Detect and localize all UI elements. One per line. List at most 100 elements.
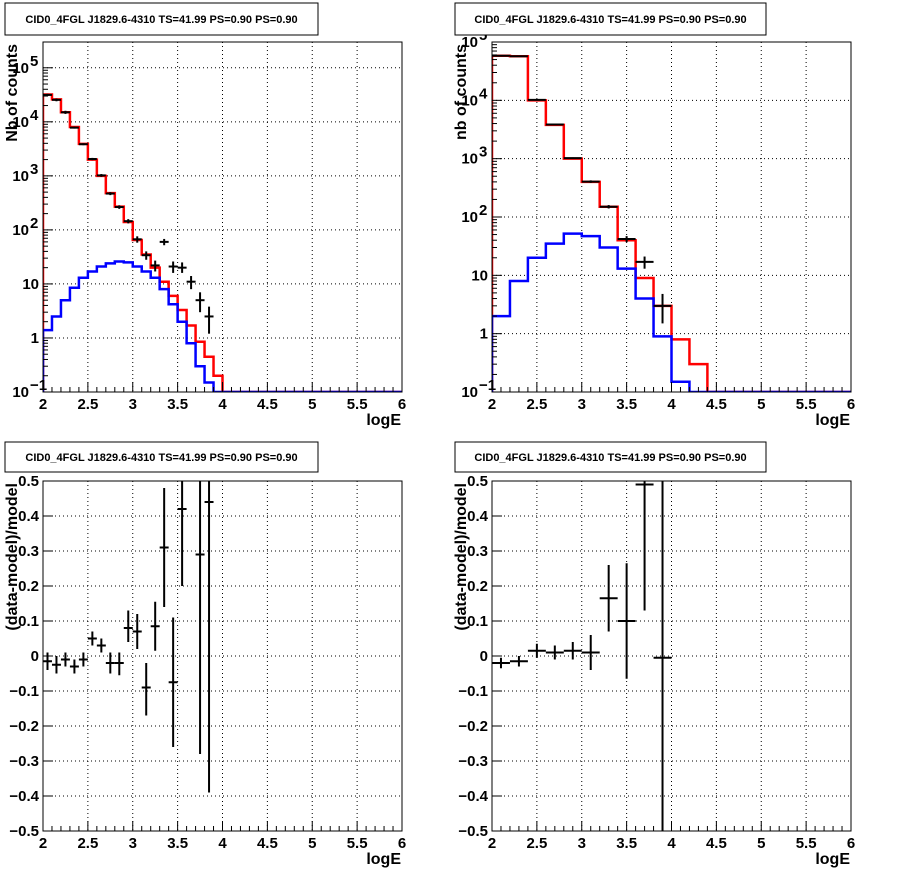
y-tick-label: −0.1 [458,683,488,700]
chart-title: CID0_4FGL J1829.6-4310 TS=41.99 PS=0.90 … [25,14,297,26]
data-point [123,219,133,224]
data-point [177,481,187,586]
y-tick-label: −0.3 [9,753,39,770]
y-tick-label: 10 [12,114,29,131]
y-tick-label: −0.5 [458,823,488,840]
x-tick-label: 2 [39,835,47,852]
y-tick-label: 0.2 [18,578,39,595]
data-point [527,98,546,101]
chart-title: CID0_4FGL J1829.6-4310 TS=41.99 PS=0.90 … [474,14,746,26]
data-point [96,174,106,177]
data-point [87,631,97,646]
data-point [114,652,124,676]
data-point [78,143,88,146]
data-point [150,260,160,272]
y-tick-label: 1 [480,326,488,343]
y-tick-label: 10 [461,384,478,401]
data-point [204,306,214,334]
x-tick-label: 4 [218,835,227,852]
x-tick-label: 2.5 [526,835,547,852]
x-tick-label: 2.5 [526,396,547,413]
x-tick-label: 2 [488,835,496,852]
x-tick-label: 4 [667,396,676,413]
x-tick-label: 3 [129,396,137,413]
x-tick-label: 6 [847,396,855,413]
data-point [492,54,510,57]
chart-panel-3: 2 2.5 3 3.5 4 4.5 5 5.5 6 −0.5 −0.4 −0.3 −0.2 −0.1 0 0.… [4,441,406,868]
y-tick-label: 0.1 [467,613,488,630]
x-tick-label: 4.5 [706,835,727,852]
y-tick-label: −0.1 [9,683,39,700]
title-box [4,441,319,473]
y-tick-exponent: 4 [30,107,39,124]
x-tick-label: 6 [398,396,406,413]
data-point [195,481,205,754]
y-tick-exponent: −1 [479,377,496,394]
x-tick-label: 5.5 [347,396,368,413]
y-tick-label: 0.3 [18,543,39,560]
data-point [141,663,151,716]
x-axis-label: logE [815,412,850,429]
y-tick-exponent: 3 [30,161,38,178]
y-axis-label: Nb of counts [4,44,21,142]
data-point [43,652,52,670]
data-point [545,123,564,126]
data-point [186,276,196,290]
y-tick-label: 0.2 [467,578,488,595]
x-tick-label: 3.5 [616,396,637,413]
data-point [527,643,546,658]
data-point [563,642,582,660]
chart-title: CID0_4FGL J1829.6-4310 TS=41.99 PS=0.90 … [25,452,297,464]
data-point [509,656,528,667]
data-point [105,652,115,674]
y-tick-label: 0 [480,648,488,665]
data-point [132,614,142,649]
y-tick-exponent: 2 [30,215,38,232]
y-tick-label: 10 [461,151,478,168]
y-tick-exponent: −1 [30,377,47,394]
y-tick-label: 1 [31,330,39,347]
data-point [132,236,142,243]
chart-title: CID0_4FGL J1829.6-4310 TS=41.99 PS=0.90 … [474,452,746,464]
data-point [599,205,618,209]
data-point [96,638,106,653]
y-tick-label: 0.4 [467,508,489,525]
x-tick-label: 2 [39,396,47,413]
y-tick-label: 0.1 [18,613,39,630]
data-point [168,617,178,747]
chart-panel-4: 2 2.5 3 3.5 4 4.5 5 5.5 6 −0.5 −0.4 −0.3 −0.2 −0.1 0 0.… [453,441,855,868]
y-tick-label: 10 [22,276,39,293]
histogram-series-1 [43,93,402,392]
x-tick-label: 5.5 [796,835,817,852]
x-tick-label: 3.5 [616,835,637,852]
y-tick-label: −0.2 [458,718,488,735]
title-box [454,2,767,36]
y-tick-exponent: 4 [479,85,488,102]
data-point [545,645,564,660]
y-tick-label: 10 [12,168,29,185]
data-point [60,110,70,114]
x-tick-label: 5 [308,835,316,852]
data-point [509,55,528,58]
data-point [159,238,169,246]
data-point [635,481,654,611]
y-tick-label: 0.3 [467,543,488,560]
y-tick-label: 10 [12,384,29,401]
y-axis-label: (data-model)/model [4,483,21,631]
x-tick-label: 3 [578,835,586,852]
y-axis-label: nb of counts [453,44,470,140]
x-tick-label: 6 [847,835,855,852]
y-tick-label: −0.4 [458,788,488,805]
y-tick-label: −0.2 [9,718,39,735]
data-point [159,488,169,607]
y-tick-label: 10 [461,92,478,109]
y-tick-label: 0.4 [18,508,40,525]
x-axis-label: logE [366,412,401,429]
x-tick-label: 2.5 [77,396,98,413]
data-point [51,98,61,102]
data-point [581,180,600,183]
data-point [177,262,187,273]
histogram-series-2 [43,260,402,392]
y-tick-label: 0.5 [18,473,39,490]
